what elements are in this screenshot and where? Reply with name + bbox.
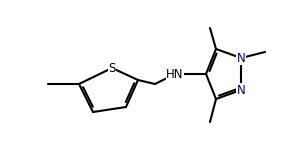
Text: HN: HN <box>166 67 184 81</box>
Text: N: N <box>237 51 245 65</box>
Text: S: S <box>108 61 116 75</box>
Text: N: N <box>237 83 245 96</box>
